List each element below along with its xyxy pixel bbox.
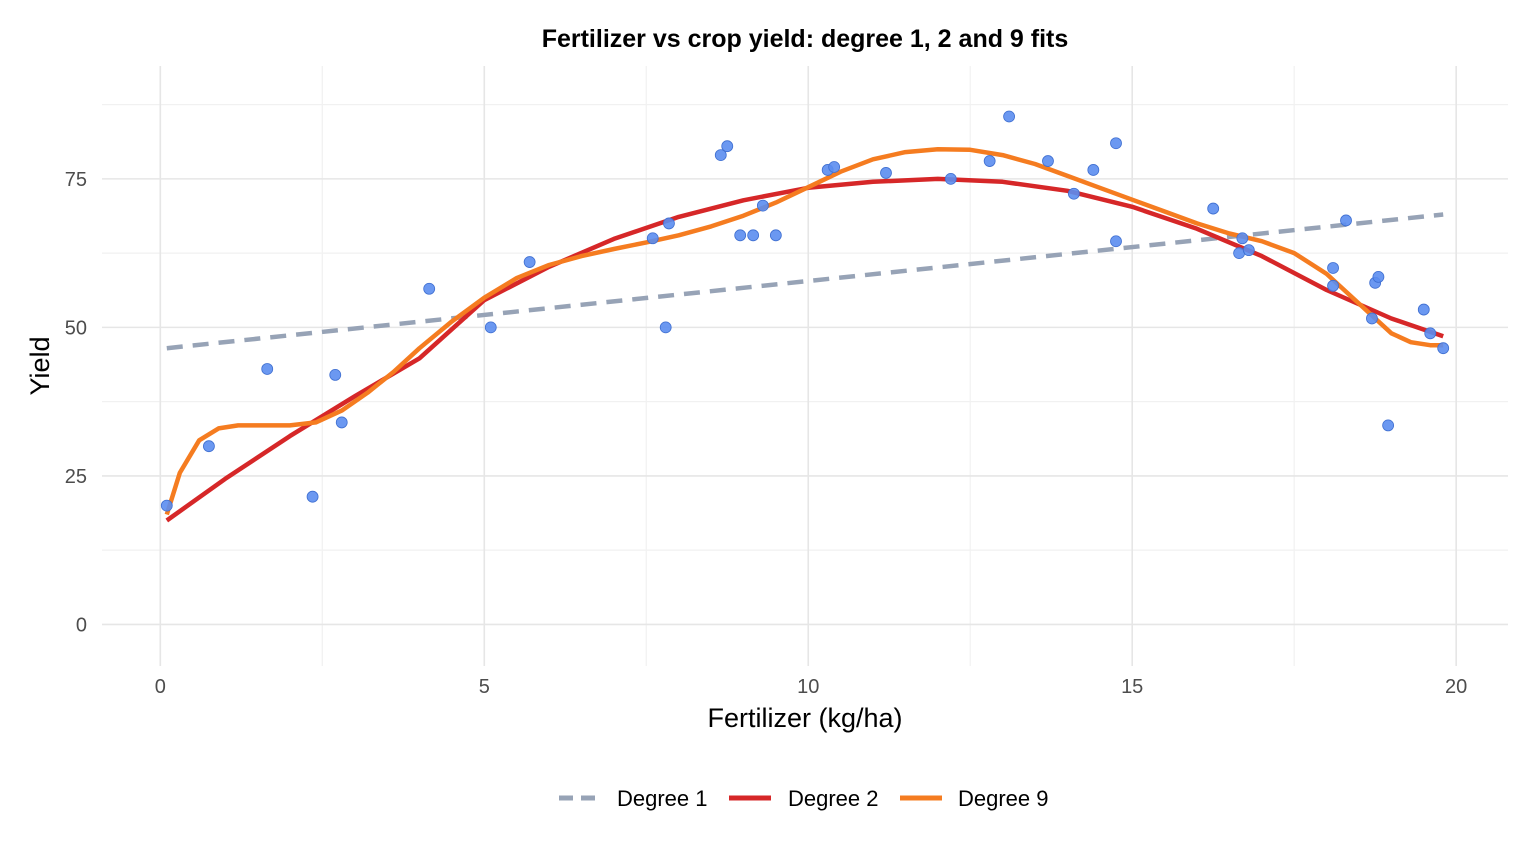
- x-tick-label: 0: [155, 676, 166, 698]
- legend-label-degree-9: Degree 9: [958, 786, 1049, 811]
- data-point: [646, 232, 659, 245]
- x-tick-label: 20: [1445, 676, 1467, 698]
- data-point: [659, 321, 672, 334]
- data-point: [1087, 164, 1100, 176]
- data-point: [880, 167, 892, 179]
- data-point: [1424, 327, 1437, 340]
- data-point: [1236, 232, 1249, 245]
- data-point: [1207, 202, 1220, 215]
- data-point: [1110, 235, 1122, 248]
- data-point: [944, 172, 957, 185]
- data-point: [1340, 214, 1352, 227]
- chart-title: Fertilizer vs crop yield: degree 1, 2 an…: [542, 25, 1069, 53]
- y-tick-label: 25: [65, 466, 87, 488]
- data-point: [1372, 270, 1385, 283]
- data-point: [335, 416, 348, 429]
- x-tick-label: 5: [479, 676, 490, 698]
- data-point: [1110, 137, 1122, 150]
- data-point: [1067, 187, 1080, 200]
- data-point: [1042, 155, 1054, 167]
- y-axis-title: Yield: [25, 336, 55, 395]
- series-line-degree-1: [166, 212, 1444, 351]
- data-point: [1242, 244, 1255, 257]
- x-tick-label: 10: [797, 676, 819, 698]
- data-point: [1417, 303, 1430, 316]
- fit-lines: [164, 146, 1444, 523]
- data-point: [721, 140, 734, 153]
- legend-label-degree-2: Degree 2: [788, 786, 879, 811]
- data-point: [1003, 110, 1015, 123]
- x-axis-title: Fertilizer (kg/ha): [707, 703, 902, 733]
- data-point: [306, 490, 319, 503]
- data-point: [261, 363, 274, 375]
- data-point: [828, 161, 841, 173]
- legend: Degree 1 Degree 2 Degree 9: [559, 786, 1049, 811]
- data-point: [484, 321, 497, 334]
- y-tick-label: 75: [65, 169, 87, 191]
- data-point: [1327, 262, 1339, 274]
- data-point: [1327, 279, 1339, 292]
- data-point: [523, 256, 536, 268]
- data-point: [769, 229, 782, 242]
- series-line-degree-9: [164, 146, 1444, 516]
- data-points: [160, 110, 1450, 512]
- grid: [102, 66, 1508, 666]
- x-tick-label: 15: [1121, 676, 1143, 698]
- data-point: [663, 217, 675, 230]
- data-point: [983, 155, 996, 167]
- tick-labels: 0 5 10 15 20 0 25 50 75: [65, 169, 1468, 698]
- data-point: [160, 499, 173, 512]
- y-tick-label: 0: [76, 614, 87, 636]
- data-point: [1437, 342, 1450, 355]
- data-point: [734, 229, 747, 242]
- data-point: [1233, 247, 1246, 260]
- data-point: [756, 199, 769, 212]
- data-point: [1366, 312, 1378, 325]
- data-point: [203, 440, 215, 453]
- data-point: [423, 282, 436, 295]
- data-point: [714, 149, 727, 162]
- data-point: [1382, 419, 1395, 432]
- y-tick-label: 50: [65, 317, 87, 339]
- data-point: [747, 229, 760, 242]
- data-point: [329, 369, 342, 381]
- legend-label-degree-1: Degree 1: [617, 786, 708, 811]
